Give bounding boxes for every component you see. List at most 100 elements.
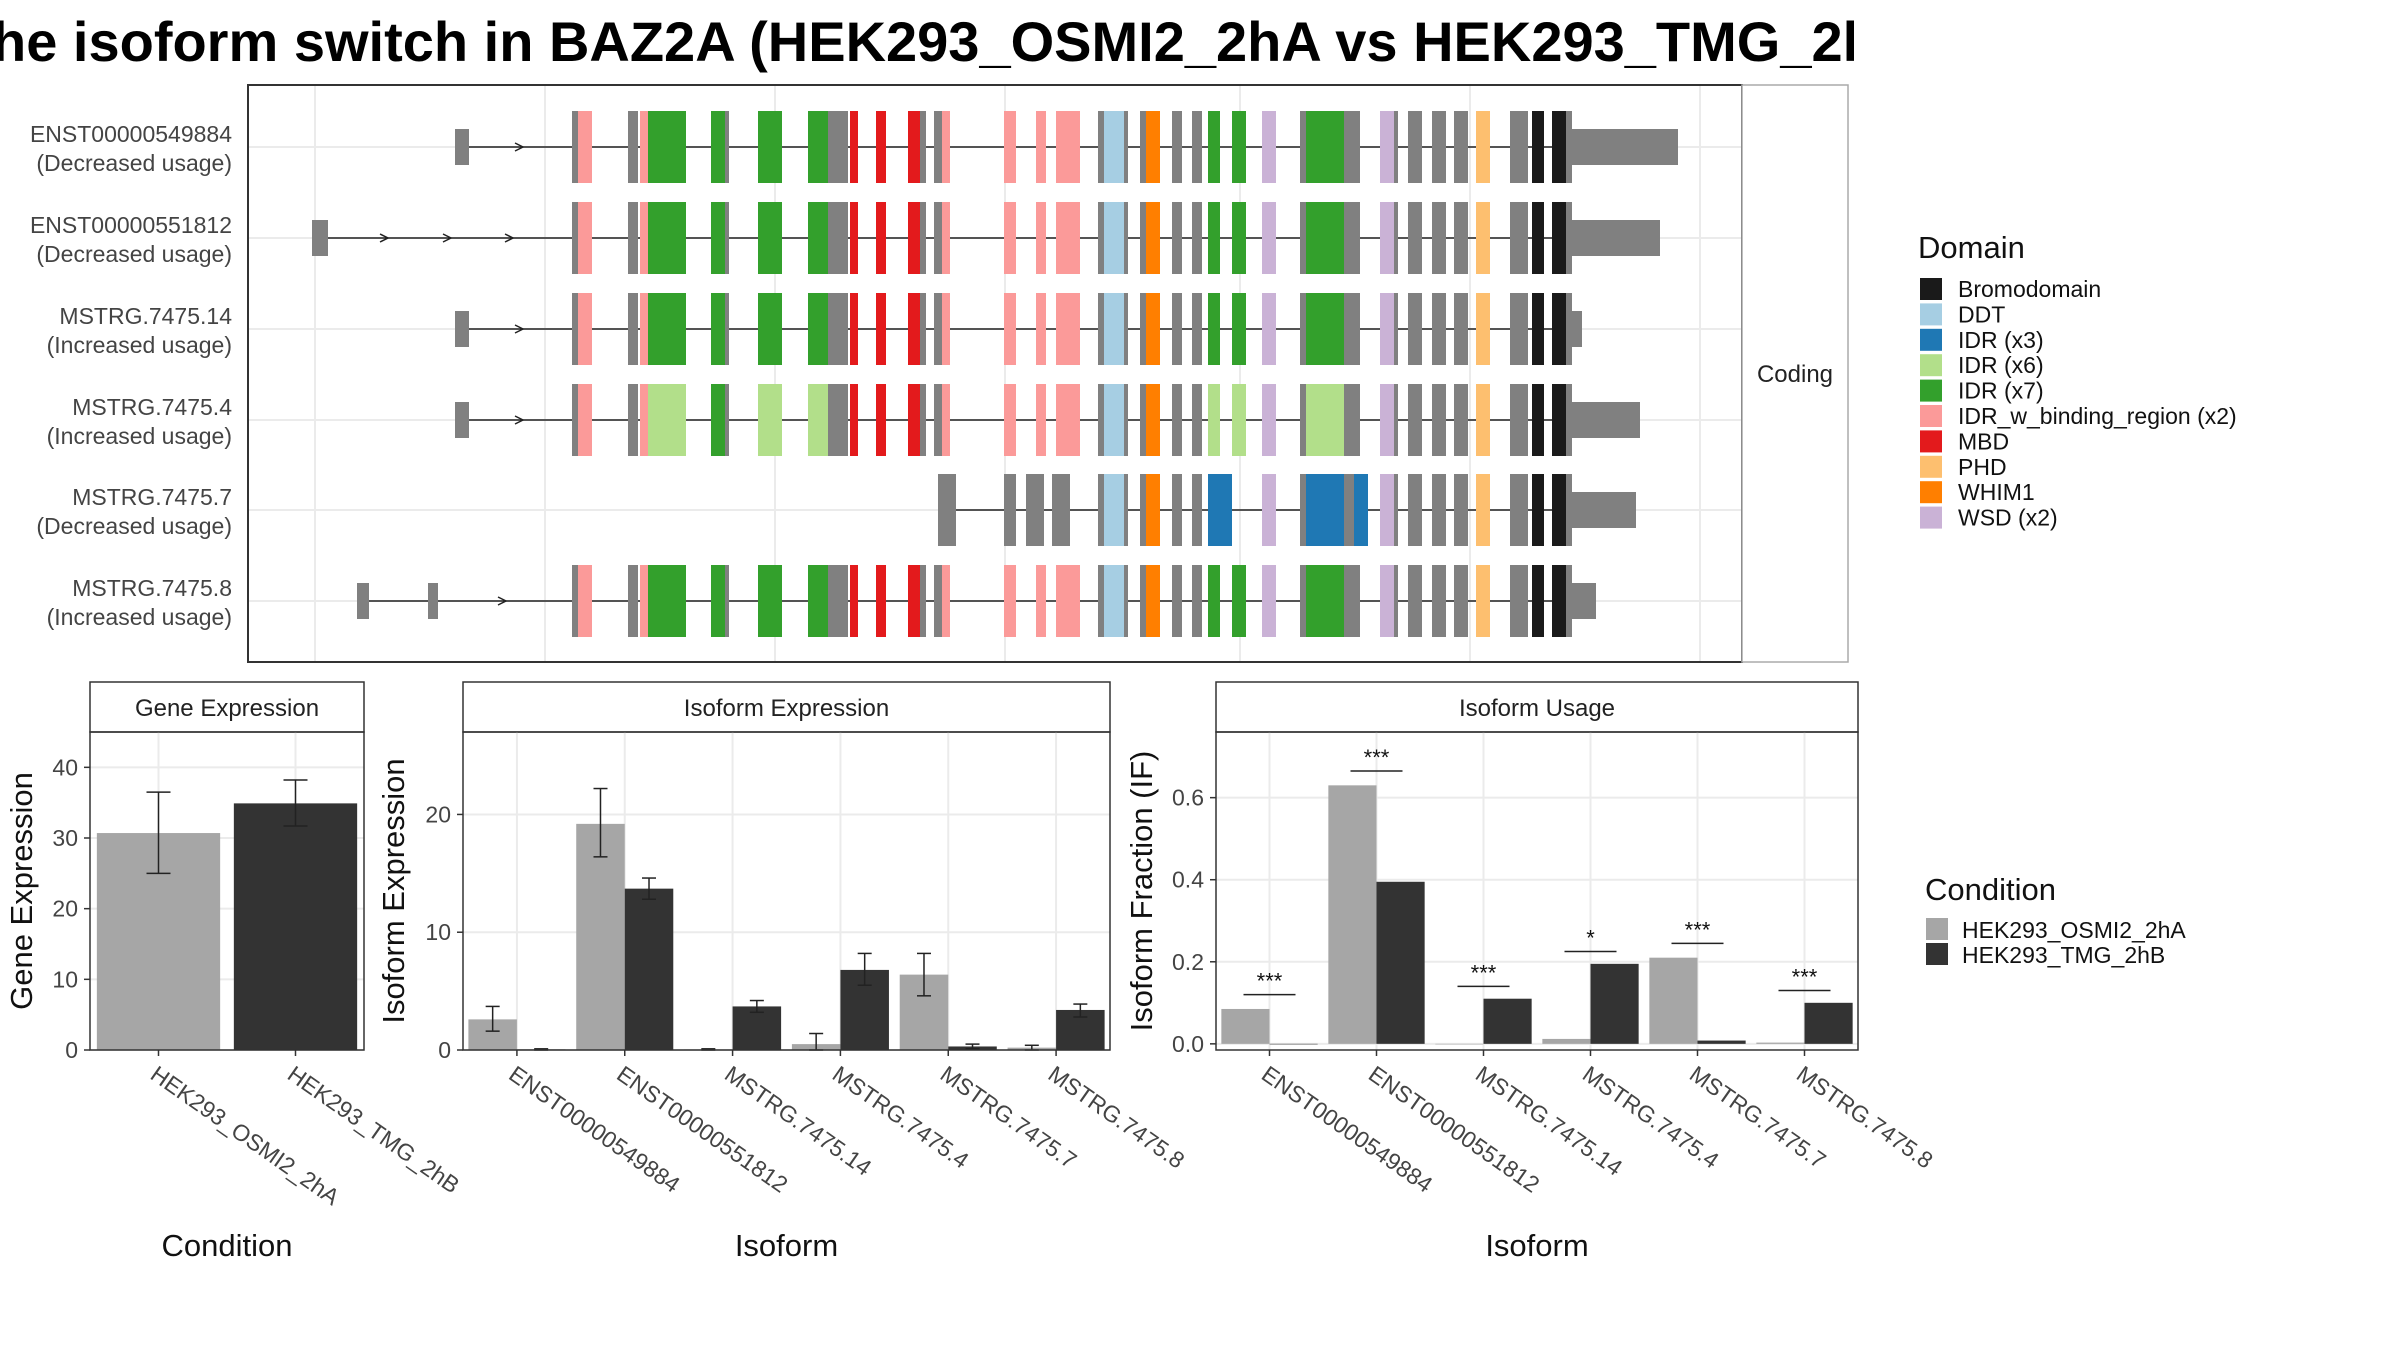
legend-title-condition: Condition (1925, 872, 2056, 907)
coding-exon (1532, 474, 1544, 546)
transcript-id-label: MSTRG.7475.8 (72, 575, 232, 601)
coding-exon (1172, 474, 1182, 546)
legend-key-label: WSD (x2) (1958, 505, 2058, 531)
coding-exon (1036, 384, 1046, 456)
panel-title: Gene Expression (135, 695, 319, 722)
coding-exon (1354, 565, 1360, 637)
legend-key-label: IDR (x6) (1958, 352, 2044, 378)
coding-exon (1262, 565, 1276, 637)
coding-exon (1532, 384, 1544, 456)
coding-exon (1146, 474, 1160, 546)
utr-exon (455, 311, 469, 347)
coding-exon (1454, 202, 1468, 274)
utr-3prime (1572, 311, 1582, 347)
coding-exon (934, 202, 942, 274)
coding-exon (1476, 111, 1490, 183)
coding-exon (1004, 293, 1016, 365)
legend-key-label: IDR_w_binding_region (x2) (1958, 403, 2237, 429)
coding-exon (1354, 293, 1360, 365)
coding-exon (758, 565, 782, 637)
legend-key-label: MBD (1958, 428, 2009, 454)
coding-exon (1098, 202, 1104, 274)
coding-exon (850, 384, 858, 456)
coding-exon (758, 111, 782, 183)
bar (1269, 1043, 1318, 1045)
bar (1756, 1042, 1805, 1044)
coding-exon (1408, 111, 1422, 183)
coding-exon (850, 202, 858, 274)
coding-exon (838, 565, 848, 637)
coding-exon (908, 384, 920, 456)
coding-exon (938, 474, 956, 546)
coding-exon (1208, 474, 1232, 546)
coding-exon (640, 202, 648, 274)
coding-exon (1394, 384, 1398, 456)
strand-arrow (514, 415, 525, 425)
transcript-id-label: MSTRG.7475.14 (59, 303, 232, 329)
coding-exon (1408, 293, 1422, 365)
transcript-track-1 (455, 111, 1678, 183)
coding-exon (1056, 565, 1080, 637)
coding-exon (1262, 474, 1276, 546)
coding-exon (1172, 293, 1182, 365)
transcript-usage-label: (Decreased usage) (36, 150, 232, 176)
transcript-track-4 (455, 384, 1640, 456)
chart-panel: Isoform Expression01020ENST00000549884EN… (376, 681, 1189, 1263)
coding-exon (1192, 202, 1202, 274)
legend-title-domain: Domain (1918, 230, 2025, 265)
bar (1221, 1008, 1270, 1044)
coding-exon (628, 384, 638, 456)
coding-exon (1004, 474, 1016, 546)
significance-label: *** (1364, 745, 1390, 770)
transcript-track-6 (357, 565, 1596, 637)
coding-exon (920, 565, 926, 637)
coding-exon (908, 111, 920, 183)
strand-arrow (504, 233, 515, 243)
coding-exon (1306, 565, 1344, 637)
facet-label-coding: Coding (1757, 361, 1833, 388)
coding-exon (1004, 111, 1016, 183)
bar (1542, 1038, 1591, 1044)
coding-exon (850, 111, 858, 183)
utr-3prime (1572, 583, 1596, 619)
y-tick-label: 0 (65, 1037, 78, 1063)
y-tick-label: 20 (52, 896, 78, 922)
coding-exon (1004, 565, 1016, 637)
coding-exon (828, 565, 838, 637)
coding-exon (1394, 202, 1398, 274)
coding-exon (578, 111, 592, 183)
coding-exon (1232, 202, 1246, 274)
significance-label: * (1586, 926, 1595, 951)
coding-exon (934, 293, 942, 365)
legend-key-label: IDR (x7) (1958, 378, 2044, 404)
y-tick-label: 0.6 (1172, 785, 1204, 811)
coding-exon (1532, 202, 1544, 274)
legend-key-swatch (1920, 328, 1942, 351)
strand-arrow (514, 142, 525, 152)
legend-key-label: IDR (x3) (1958, 327, 2044, 353)
coding-exon (1300, 565, 1306, 637)
coding-exon (1192, 293, 1202, 365)
coding-exon (942, 202, 950, 274)
utr-exon (357, 583, 369, 619)
coding-exon (1432, 565, 1446, 637)
utr-exon (428, 583, 438, 619)
coding-exon (711, 293, 725, 365)
coding-exon (1104, 293, 1124, 365)
coding-exon (1432, 474, 1446, 546)
coding-exon (572, 111, 578, 183)
y-axis-title: Gene Expression (4, 772, 39, 1010)
coding-exon (628, 202, 638, 274)
legend-key-swatch (1926, 943, 1948, 965)
coding-exon (1036, 565, 1046, 637)
bar (1804, 1002, 1853, 1044)
coding-exon (808, 293, 828, 365)
legend-key-swatch (1920, 379, 1942, 402)
coding-exon (648, 111, 686, 183)
coding-exon (1394, 565, 1398, 637)
coding-exon (711, 565, 725, 637)
coding-exon (1300, 111, 1306, 183)
coding-exon (1052, 474, 1066, 546)
coding-exon (1432, 293, 1446, 365)
panel-strip (462, 681, 1111, 733)
